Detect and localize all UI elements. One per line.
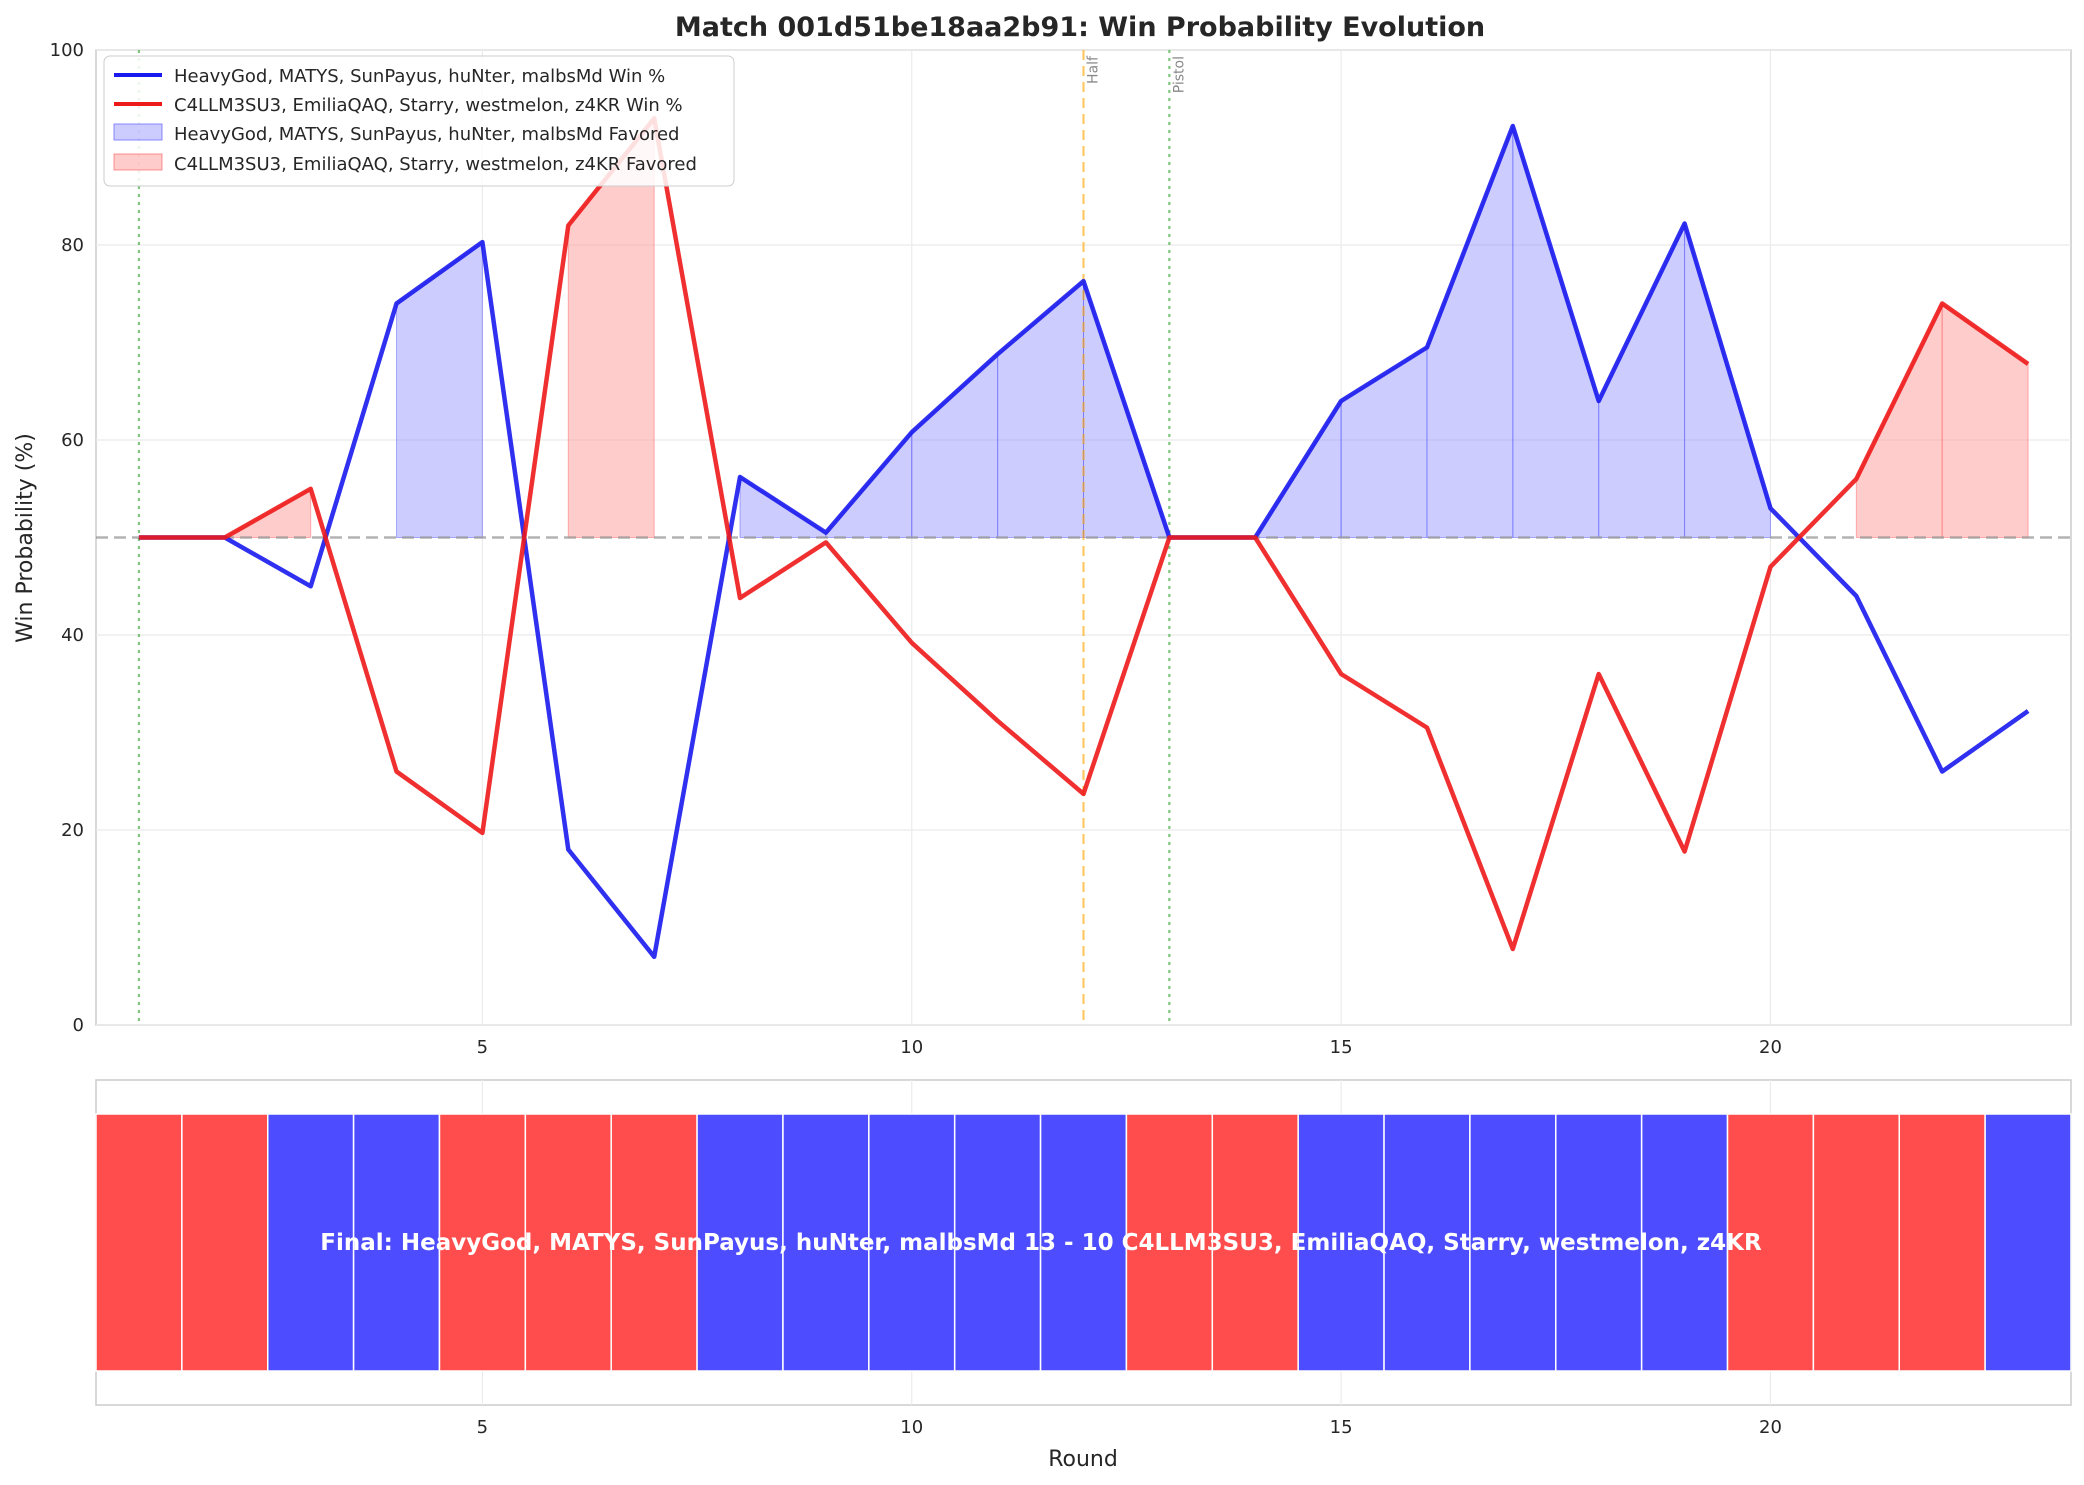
round-bar-5 [438,1113,527,1372]
round-bar-17 [1469,1113,1557,1372]
round-bar-4 [352,1113,441,1372]
y-tick-label-80: 80 [61,235,84,256]
legend-swatch-red-fill [113,153,163,171]
final-score-label: Final: HeavyGod, MATYS, SunPayus, huNter… [320,1230,1762,1256]
x-axis-label: Round [1048,1447,1118,1472]
y-tick-label-20: 20 [61,820,84,841]
round-bar-21 [1812,1113,1901,1372]
x-tick-label-strip-15: 15 [1330,1417,1353,1438]
x-tick-label-main-15: 15 [1330,1037,1353,1058]
legend: HeavyGod, MATYS, SunPayus, huNter, malbs… [103,55,735,187]
x-tick-label-main-5: 5 [477,1037,488,1058]
round-bar-13 [1125,1113,1214,1372]
round-bar-1 [95,1113,183,1372]
legend-label-blue-line: HeavyGod, MATYS, SunPayus, huNter, malbs… [174,66,665,87]
legend-swatch-blue-fill [113,123,163,141]
round-bar-20 [1726,1113,1815,1372]
y-axis-ticks: 0 20 40 60 80 100 [50,40,84,1036]
round-bar-3 [266,1113,355,1372]
round-outcome-strip: 5 10 15 20 Final: HeavyGod, MATYS, SunPayus… [95,1079,2072,1472]
x-axis-ticks-top: 5 10 15 20 [477,1037,1782,1058]
annotation-label-1: Half [1086,55,1102,84]
red-win-line [138,116,2030,952]
round-bar-15 [1297,1113,1385,1372]
round-bars [95,1113,2072,1372]
chart-title: Match 001d51be18aa2b91: Win Probability … [675,12,1485,43]
round-bar-2 [181,1113,269,1372]
x-axis-ticks: 5 10 15 20 [477,1417,1782,1438]
favored-fills [222,116,2029,538]
round-bar-6 [524,1113,612,1372]
blue-win-line [138,123,2030,960]
annotation-label-2: Pistol [1171,56,1187,93]
reference-lines: Half Pistol [96,50,2071,1025]
x-tick-label-main-20: 20 [1759,1037,1782,1058]
legend-label-red-fill: C4LLM3SU3, EmiliaQAQ, Starry, westmelon,… [174,154,697,175]
probability-plot: Half Pistol 0 20 40 60 80 100 5 10 15 20 Win Prob… [13,40,2072,1058]
round-bar-10 [868,1113,956,1372]
probability-lines [138,116,2030,960]
round-bar-14 [1211,1113,1299,1372]
round-bar-18 [1555,1113,1643,1372]
legend-label-blue-fill: HeavyGod, MATYS, SunPayus, huNter, malbs… [174,124,680,145]
y-tick-label-60: 60 [61,430,84,451]
x-tick-label-strip-10: 10 [900,1417,923,1438]
round-bar-8 [696,1113,784,1372]
legend-label-red-line: C4LLM3SU3, EmiliaQAQ, Starry, westmelon,… [174,95,683,116]
y-axis-label: Win Probability (%) [13,433,38,643]
round-bar-22 [1898,1113,1986,1372]
round-bar-23 [1984,1113,2072,1372]
y-tick-label-0: 0 [73,1015,84,1036]
x-tick-label-strip-20: 20 [1759,1417,1782,1438]
round-bar-12 [1039,1113,1128,1372]
y-tick-label-40: 40 [61,625,84,646]
legend-box [103,55,735,187]
x-tick-label-main-10: 10 [900,1037,923,1058]
round-bar-9 [782,1113,870,1372]
y-tick-label-100: 100 [50,40,84,61]
round-bar-16 [1383,1113,1471,1372]
x-tick-label-strip-5: 5 [477,1417,488,1438]
